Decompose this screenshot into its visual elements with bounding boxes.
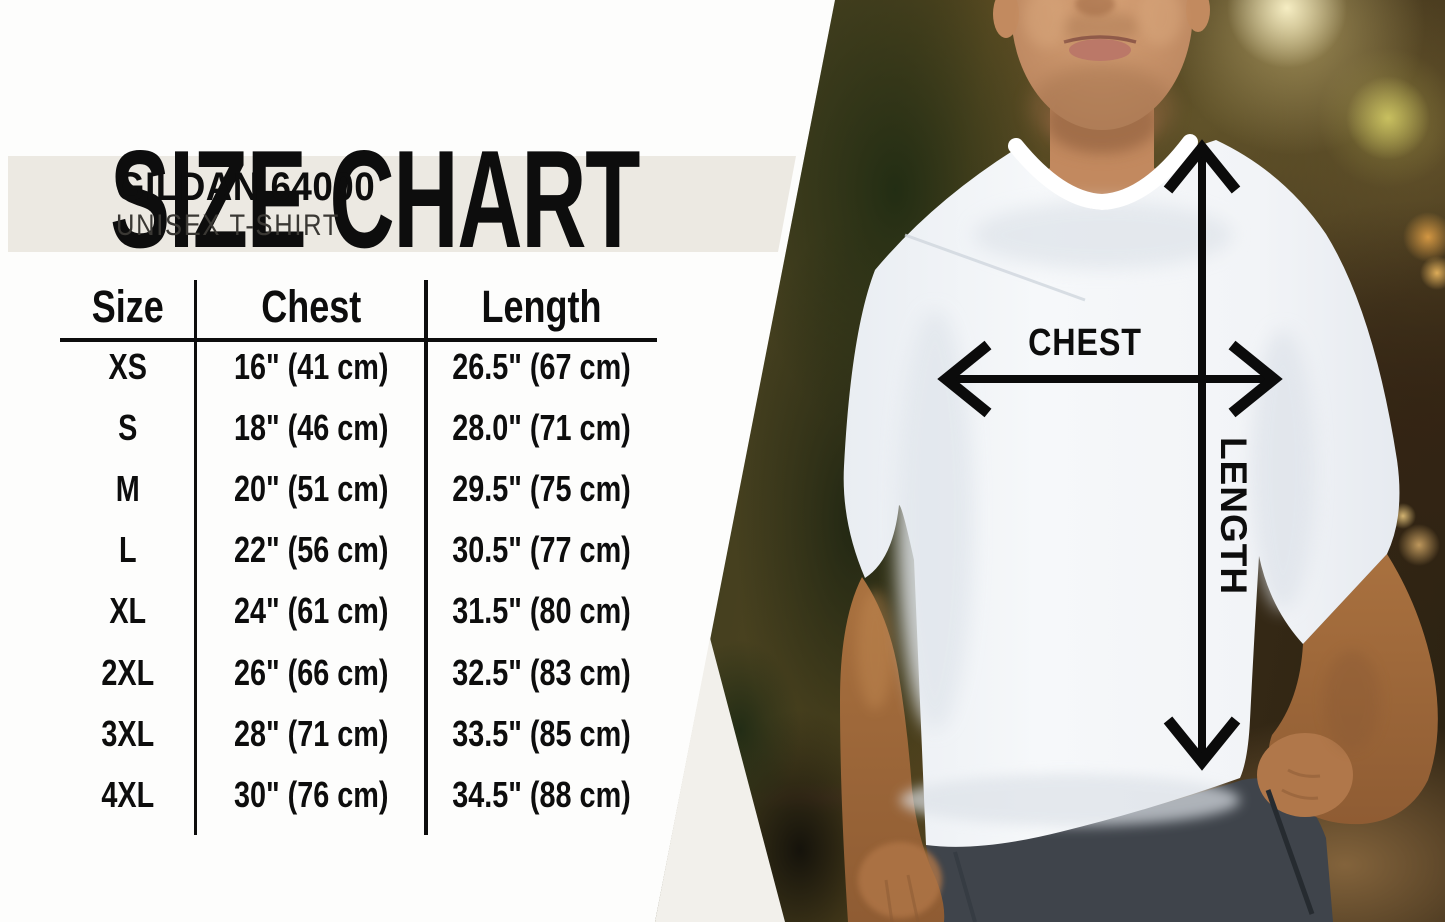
table-cell: 16" (41 cm) xyxy=(233,345,389,387)
table-row: S 18" (46 cm) 28.0" (71 cm) xyxy=(60,397,657,458)
lips-icon xyxy=(1069,39,1131,61)
column-header-chest: Chest xyxy=(260,281,361,332)
table-cell: 4XL xyxy=(101,773,155,815)
size-table-header: Size Chest Length xyxy=(60,281,657,333)
nose-shadow xyxy=(1075,0,1115,16)
head xyxy=(993,0,1210,152)
right-arm xyxy=(1257,554,1438,915)
table-cell: 30.5" (77 cm) xyxy=(452,529,631,571)
table-row: XS 16" (41 cm) 26.5" (67 cm) xyxy=(60,336,657,397)
table-row: 4XL 30" (76 cm) 34.5" (88 cm) xyxy=(60,764,657,825)
length-label: LENGTH xyxy=(1213,436,1254,596)
table-cell: 26" (66 cm) xyxy=(233,651,389,693)
table-row: 3XL 28" (71 cm) 33.5" (85 cm) xyxy=(60,703,657,764)
table-cell: 3XL xyxy=(101,712,155,754)
table-cell: 28" (71 cm) xyxy=(233,712,389,754)
table-cell: 29.5" (75 cm) xyxy=(452,467,631,509)
stubble-shading xyxy=(1030,64,1174,152)
table-cell: 20" (51 cm) xyxy=(233,467,389,509)
ear-icon xyxy=(993,0,1019,38)
length-arrow-icon xyxy=(1163,139,1241,771)
table-cell: 32.5" (83 cm) xyxy=(452,651,631,693)
table-cell: 31.5" (80 cm) xyxy=(452,590,631,632)
header-rule xyxy=(60,338,657,342)
table-cell: M xyxy=(115,467,140,509)
table-row: 2XL 26" (66 cm) 32.5" (83 cm) xyxy=(60,642,657,703)
table-row: XL 24" (61 cm) 31.5" (80 cm) xyxy=(60,581,657,642)
pants xyxy=(926,778,1333,922)
product-name: GILDAN 64000 xyxy=(116,165,376,209)
table-cell: 26.5" (67 cm) xyxy=(452,345,631,387)
table-cell: S xyxy=(118,406,138,448)
chest-arrow-icon xyxy=(937,340,1283,418)
column-header-length: Length xyxy=(481,281,602,332)
table-row: M 20" (51 cm) 29.5" (75 cm) xyxy=(60,458,657,519)
collar xyxy=(1008,134,1198,211)
column-divider xyxy=(424,280,428,835)
table-cell: XL xyxy=(109,590,147,632)
column-divider xyxy=(193,280,197,835)
column-header-size: Size xyxy=(91,281,164,332)
size-table-body: XS 16" (41 cm) 26.5" (67 cm) S 18" (46 cm) 28… xyxy=(60,336,657,826)
table-cell: XS xyxy=(108,345,147,387)
table-cell: 34.5" (88 cm) xyxy=(452,773,631,815)
mouth-line xyxy=(1063,35,1137,44)
table-cell: 28.0" (71 cm) xyxy=(452,406,631,448)
pocket-edge xyxy=(1265,789,1315,915)
table-cell: 22" (56 cm) xyxy=(233,529,389,571)
table-cell: 30" (76 cm) xyxy=(233,773,389,815)
measurement-arrows xyxy=(937,139,1283,771)
product-type: UNISEX T-SHIRT xyxy=(116,209,341,242)
table-cell: 2XL xyxy=(101,651,155,693)
page-title: SIZE CHART xyxy=(110,122,640,278)
tshirt xyxy=(843,134,1400,847)
chest-label: CHEST xyxy=(1028,322,1142,364)
table-cell: 33.5" (85 cm) xyxy=(452,712,631,754)
table-cell: 18" (46 cm) xyxy=(233,406,389,448)
left-arm xyxy=(840,577,945,922)
table-cell: 24" (61 cm) xyxy=(233,590,389,632)
table-cell: L xyxy=(118,529,137,571)
table-row: L 22" (56 cm) 30.5" (77 cm) xyxy=(60,520,657,581)
